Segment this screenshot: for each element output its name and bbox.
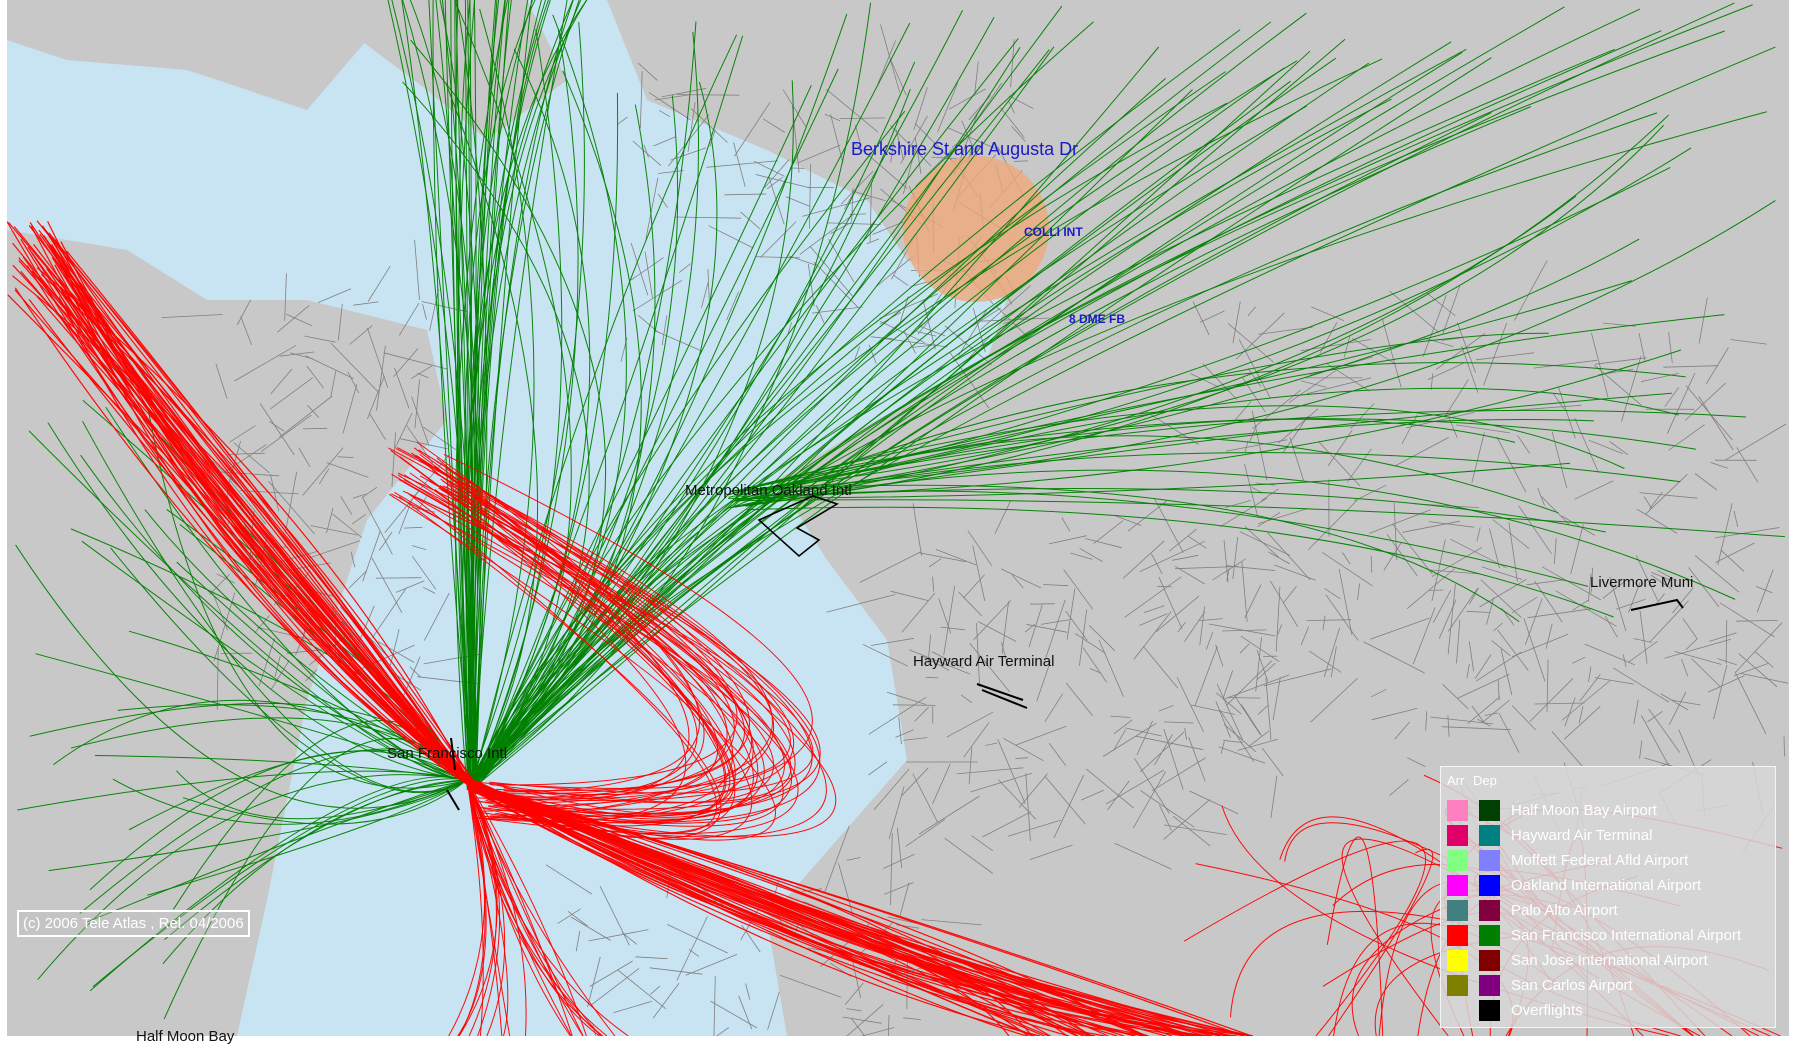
legend-arr-swatch [1447,950,1468,971]
legend-arr-swatch [1447,975,1468,996]
legend-item-label: San Carlos Airport [1511,977,1633,994]
fix-label-colli: COLLI INT [1024,225,1083,239]
legend-header: Arr Dep [1447,773,1497,788]
copyright-notice: (c) 2006 Tele Atlas , Rel. 04/2006 [17,910,250,937]
road [1030,604,1055,605]
legend-item: San Jose International Airport [1447,949,1773,971]
airport-label-hayward: Hayward Air Terminal [913,653,1054,670]
legend-item-label: Moffett Federal Afld Airport [1511,852,1688,869]
legend-dep-swatch [1479,800,1500,821]
legend-dep-swatch [1479,975,1500,996]
road [1784,736,1785,757]
legend-item-label: Hayward Air Terminal [1511,827,1652,844]
legend-item: San Francisco International Airport [1447,924,1773,946]
legend-arr-swatch [1447,900,1468,921]
legend-dep-swatch [1479,925,1500,946]
poi-label: Berkshire St and Augusta Dr [851,139,1078,160]
legend: Arr Dep Half Moon Bay Airport Hayward Air… [1440,766,1776,1028]
legend-arr-swatch [1447,925,1468,946]
place-label-half-moon-bay: Half Moon Bay [136,1028,234,1045]
legend-dep-swatch [1479,1000,1500,1021]
legend-item-label: Half Moon Bay Airport [1511,802,1657,819]
legend-dep-swatch [1479,900,1500,921]
legend-item-label: San Francisco International Airport [1511,927,1741,944]
legend-item: Palo Alto Airport [1447,899,1773,921]
legend-dep-header: Dep [1473,773,1497,788]
legend-item: Hayward Air Terminal [1447,824,1773,846]
legend-item-label: Oakland International Airport [1511,877,1701,894]
fix-label-dme: 8 DME FB [1069,312,1125,326]
legend-item: Half Moon Bay Airport [1447,799,1773,821]
legend-item-label: Overflights [1511,1002,1583,1019]
legend-item-label: San Jose International Airport [1511,952,1708,969]
legend-item: Overflights [1447,999,1773,1021]
legend-dep-swatch [1479,875,1500,896]
legend-arr-swatch [1447,875,1468,896]
airport-label-oakland: Metropolitan Oakland Intl [685,482,852,499]
legend-arr-swatch [1447,825,1468,846]
legend-item-label: Palo Alto Airport [1511,902,1618,919]
legend-arr-swatch [1447,850,1468,871]
road [1014,161,1028,162]
legend-dep-swatch [1479,850,1500,871]
legend-arr-header: Arr [1447,773,1464,788]
airport-label-livermore: Livermore Muni [1590,574,1693,591]
legend-item: San Carlos Airport [1447,974,1773,996]
legend-item: Oakland International Airport [1447,874,1773,896]
legend-item: Moffett Federal Afld Airport [1447,849,1773,871]
legend-dep-swatch [1479,950,1500,971]
legend-dep-swatch [1479,825,1500,846]
legend-arr-swatch [1447,800,1468,821]
airport-label-sfo: San Francisco Intl [387,745,507,762]
